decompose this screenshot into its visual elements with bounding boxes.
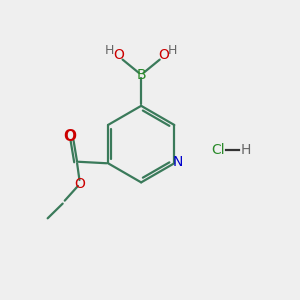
Text: H: H [241,143,251,157]
Text: H: H [105,44,114,57]
Text: O: O [75,177,86,190]
Text: O: O [158,48,169,62]
Text: H: H [168,44,177,57]
Text: N: N [173,155,183,169]
Text: O: O [114,48,124,62]
Text: B: B [136,68,146,82]
Text: O: O [63,129,76,144]
Text: Cl: Cl [211,143,224,157]
